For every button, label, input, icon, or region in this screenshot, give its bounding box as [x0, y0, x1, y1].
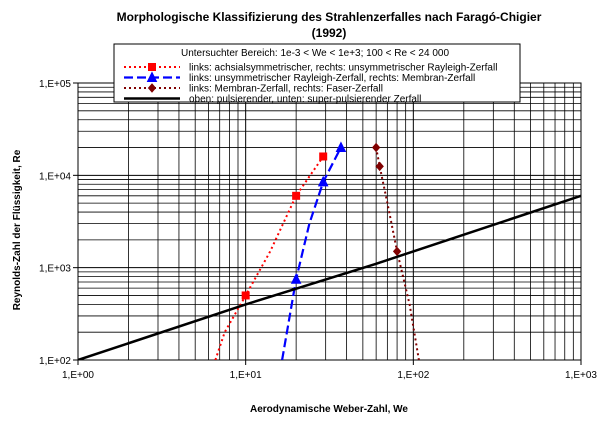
y-axis-label: Reynolds-Zahl der Flüssigkeit, Re	[12, 149, 23, 310]
legend-box	[113, 43, 521, 103]
x-tick-label: 1,E+03	[565, 370, 597, 381]
series-3-point	[392, 246, 402, 257]
series-1-point	[241, 291, 250, 300]
legend-swatch-marker	[146, 71, 158, 82]
y-tick-label: 1,E+02	[39, 356, 71, 367]
legend-swatch-marker	[147, 83, 157, 93]
y-tick-label: 1,E+04	[39, 171, 71, 182]
y-tick-label: 1,E+05	[39, 79, 71, 90]
x-tick-label: 1,E+01	[230, 370, 262, 381]
legend-entry-label: oben: pulsierender, unten: super-pulsier…	[189, 94, 421, 105]
x-axis-label: Aerodynamische Weber-Zahl, We	[250, 404, 408, 415]
legend-entry-label: links: achsialsymmetrischer, rechts: uns…	[189, 63, 497, 74]
chart-title: Morphologische Klassifizierung des Strah…	[117, 10, 542, 24]
series-3-point	[371, 142, 381, 153]
series-line-1	[214, 155, 325, 360]
plot-area	[77, 82, 582, 361]
series-2-point	[335, 141, 347, 153]
legend-note: Untersuchter Bereich: 1e-3 < We < 1e+3; …	[181, 48, 449, 59]
legend-entry-label: links: Membran-Zerfall, rechts: Faser-Ze…	[189, 84, 383, 95]
x-tick-label: 1,E+00	[62, 370, 94, 381]
series-line-2	[281, 146, 342, 360]
series-1-point	[292, 191, 301, 200]
series-2-point	[290, 273, 302, 284]
legend-entry-label: links: unsymmetrischer Rayleigh-Zerfall,…	[189, 73, 475, 84]
series-3-point	[375, 161, 384, 172]
series-1-point	[319, 152, 328, 161]
chart-subtitle: (1992)	[312, 26, 347, 40]
x-tick-label: 1,E+02	[397, 370, 429, 381]
legend: Untersuchter Bereich: 1e-3 < We < 1e+3; …	[113, 43, 521, 105]
legend-swatch-marker	[148, 63, 156, 71]
series-line-4	[78, 194, 581, 360]
series-2-point	[317, 175, 329, 187]
y-tick-label: 1,E+03	[39, 264, 71, 275]
plot-background	[78, 83, 581, 360]
tick-labels: 1,E+00 1,E+01 1,E+02 1,E+03 1,E+02 1,E+03 1,E+…	[39, 79, 597, 381]
